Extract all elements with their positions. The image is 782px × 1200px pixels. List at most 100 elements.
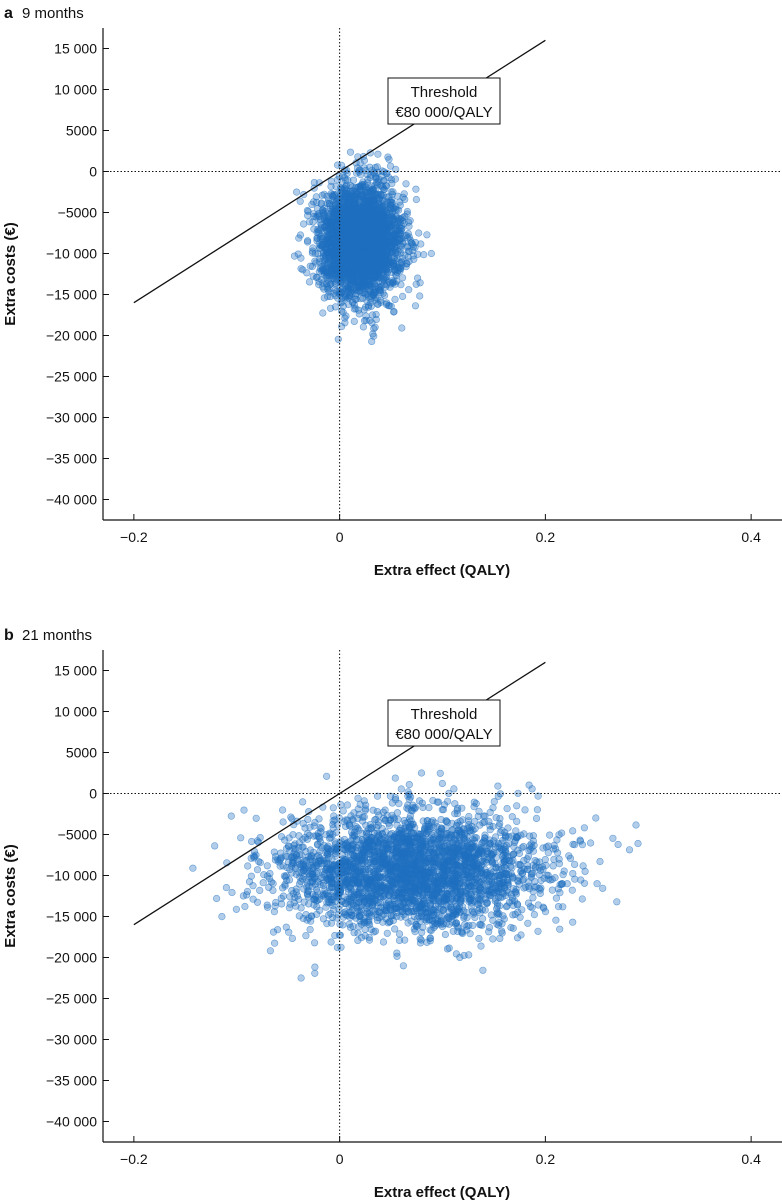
- scatter-point: [423, 231, 431, 239]
- scatter-point: [479, 915, 487, 923]
- scatter-point: [368, 270, 376, 278]
- scatter-point: [412, 195, 421, 204]
- scatter-point: [356, 250, 364, 258]
- y-tick-label: −30 000: [46, 410, 97, 426]
- scatter-point: [319, 309, 327, 317]
- scatter-point: [379, 938, 388, 946]
- scatter-point: [479, 966, 487, 974]
- y-tick-label: 15 000: [54, 41, 97, 57]
- scatter-point: [349, 251, 357, 259]
- scatter-point: [377, 191, 385, 199]
- scatter-point: [288, 934, 297, 943]
- scatter-point: [492, 864, 500, 872]
- scatter-point: [363, 236, 371, 244]
- scatter-point: [425, 803, 433, 812]
- scatter-point: [294, 250, 302, 258]
- scatter-point: [549, 862, 557, 870]
- scatter-point: [372, 260, 380, 269]
- scatter-point: [325, 288, 333, 296]
- scatter-point: [366, 163, 374, 171]
- scatter-point: [634, 839, 642, 848]
- scatter-point: [354, 270, 362, 278]
- scatter-point: [387, 227, 396, 236]
- scatter-point: [263, 862, 271, 870]
- scatter-point: [374, 818, 382, 826]
- scatter-point: [386, 162, 395, 170]
- scatter-point: [370, 332, 378, 340]
- scatter-point: [305, 278, 314, 286]
- x-axis-title: Extra effect (QALY): [374, 562, 510, 579]
- scatter-point: [383, 220, 391, 228]
- scatter-point: [364, 207, 373, 215]
- scatter-points: [189, 769, 642, 982]
- scatter-point: [541, 855, 549, 864]
- scatter-point: [329, 266, 337, 274]
- scatter-point: [326, 304, 335, 312]
- scatter-point: [382, 273, 390, 281]
- scatter-point: [383, 299, 391, 307]
- scatter-point: [352, 169, 361, 177]
- scatter-point: [320, 190, 328, 198]
- scatter-point: [504, 824, 512, 832]
- scatter-point: [348, 232, 356, 240]
- scatter-point: [341, 319, 349, 327]
- scatter-point: [308, 247, 317, 255]
- scatter-point: [241, 902, 249, 911]
- scatter-point: [372, 172, 380, 181]
- scatter-point: [211, 842, 219, 850]
- scatter-point: [355, 204, 363, 212]
- scatter-point: [300, 220, 308, 228]
- scatter-point: [495, 822, 503, 830]
- scatter-point: [405, 286, 413, 294]
- scatter-point: [334, 335, 342, 343]
- scatter-point: [403, 207, 412, 216]
- scatter-point: [418, 928, 426, 937]
- scatter-point: [306, 262, 314, 270]
- scatter-point: [380, 229, 388, 237]
- panel-letter: b: [4, 627, 14, 644]
- scatter-points: [290, 148, 436, 346]
- y-tick-label: −20 000: [46, 328, 97, 344]
- scatter-point: [360, 156, 369, 165]
- scatter-point: [391, 295, 399, 304]
- scatter-point: [359, 323, 368, 331]
- scatter-point: [297, 254, 305, 262]
- scatter-point: [406, 236, 415, 244]
- scatter-point: [412, 185, 420, 193]
- scatter-point: [405, 222, 413, 230]
- scatter-point: [478, 921, 486, 929]
- scatter-point: [385, 155, 393, 163]
- scatter-point: [339, 171, 347, 180]
- scatter-point: [592, 814, 600, 822]
- scatter-point: [374, 150, 382, 158]
- scatter-point: [336, 290, 345, 298]
- scatter-point: [494, 782, 502, 790]
- scatter-point: [322, 280, 330, 288]
- scatter-point: [387, 188, 395, 196]
- scatter-point: [348, 211, 357, 220]
- scatter-point: [417, 769, 426, 777]
- scatter-point: [586, 839, 595, 847]
- scatter-point: [218, 912, 226, 921]
- y-tick-label: −5000: [58, 205, 98, 221]
- panel-title: 21 months: [22, 627, 92, 644]
- scatter-point: [477, 942, 485, 950]
- scatter-point: [381, 291, 389, 300]
- y-tick-label: 0: [89, 164, 97, 180]
- scatter-point: [320, 240, 328, 248]
- scatter-point: [309, 218, 317, 226]
- scatter-point: [244, 862, 252, 870]
- scatter-point: [508, 864, 516, 872]
- scatter-point: [385, 255, 393, 263]
- scatter-point: [578, 895, 586, 903]
- scatter-point: [363, 263, 371, 271]
- scatter-point: [329, 192, 337, 200]
- scatter-point: [412, 280, 420, 288]
- scatter-point: [259, 879, 267, 887]
- scatter-point: [352, 198, 360, 206]
- scatter-point: [441, 930, 450, 939]
- scatter-point: [350, 317, 358, 326]
- scatter-point: [350, 264, 358, 272]
- scatter-point: [347, 812, 355, 820]
- scatter-point: [342, 312, 350, 320]
